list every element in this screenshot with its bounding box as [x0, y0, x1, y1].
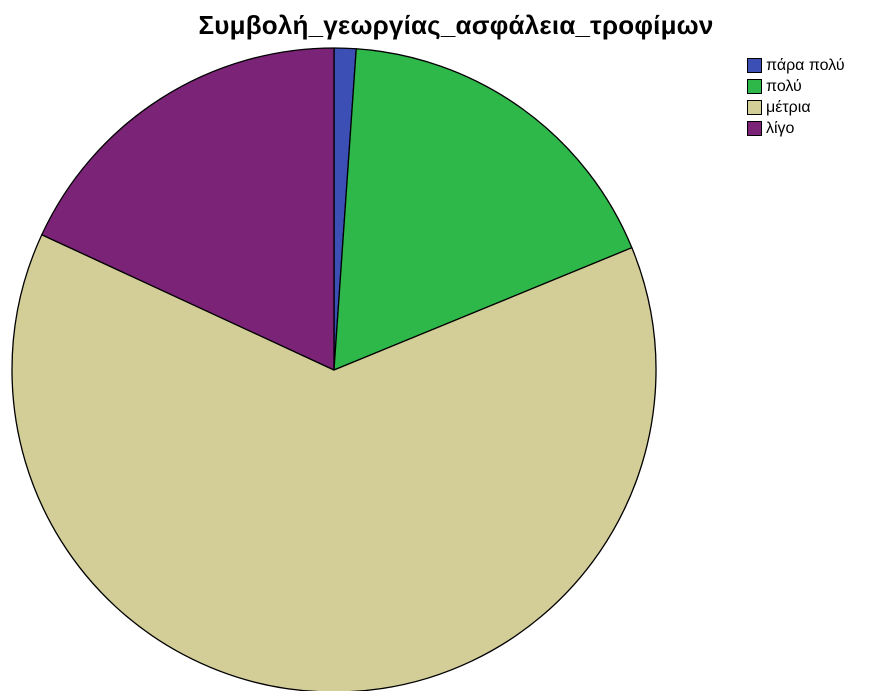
pie-slices [11, 47, 657, 691]
chart-legend: πάρα πολύ πολύ μέτρια λίγο [747, 55, 845, 139]
chart-title: Συμβολή_γεωργίας_ασφάλεια_τροφίμων [198, 10, 714, 40]
legend-label: πολύ [766, 77, 802, 95]
legend-item: πολύ [747, 76, 845, 97]
legend-label: πάρα πολύ [766, 56, 845, 74]
pie-slice-2 [11, 234, 657, 691]
legend-swatch-3 [747, 121, 762, 136]
legend-swatch-2 [747, 100, 762, 115]
legend-item: μέτρια [747, 97, 845, 118]
pie-slice-1 [333, 48, 633, 371]
legend-swatch-0 [747, 58, 762, 73]
legend-swatch-1 [747, 79, 762, 94]
pie-slice-3 [41, 47, 335, 371]
legend-label: λίγο [766, 119, 795, 137]
legend-item: λίγο [747, 118, 845, 139]
legend-label: μέτρια [766, 98, 811, 116]
legend-item: πάρα πολύ [747, 55, 845, 76]
